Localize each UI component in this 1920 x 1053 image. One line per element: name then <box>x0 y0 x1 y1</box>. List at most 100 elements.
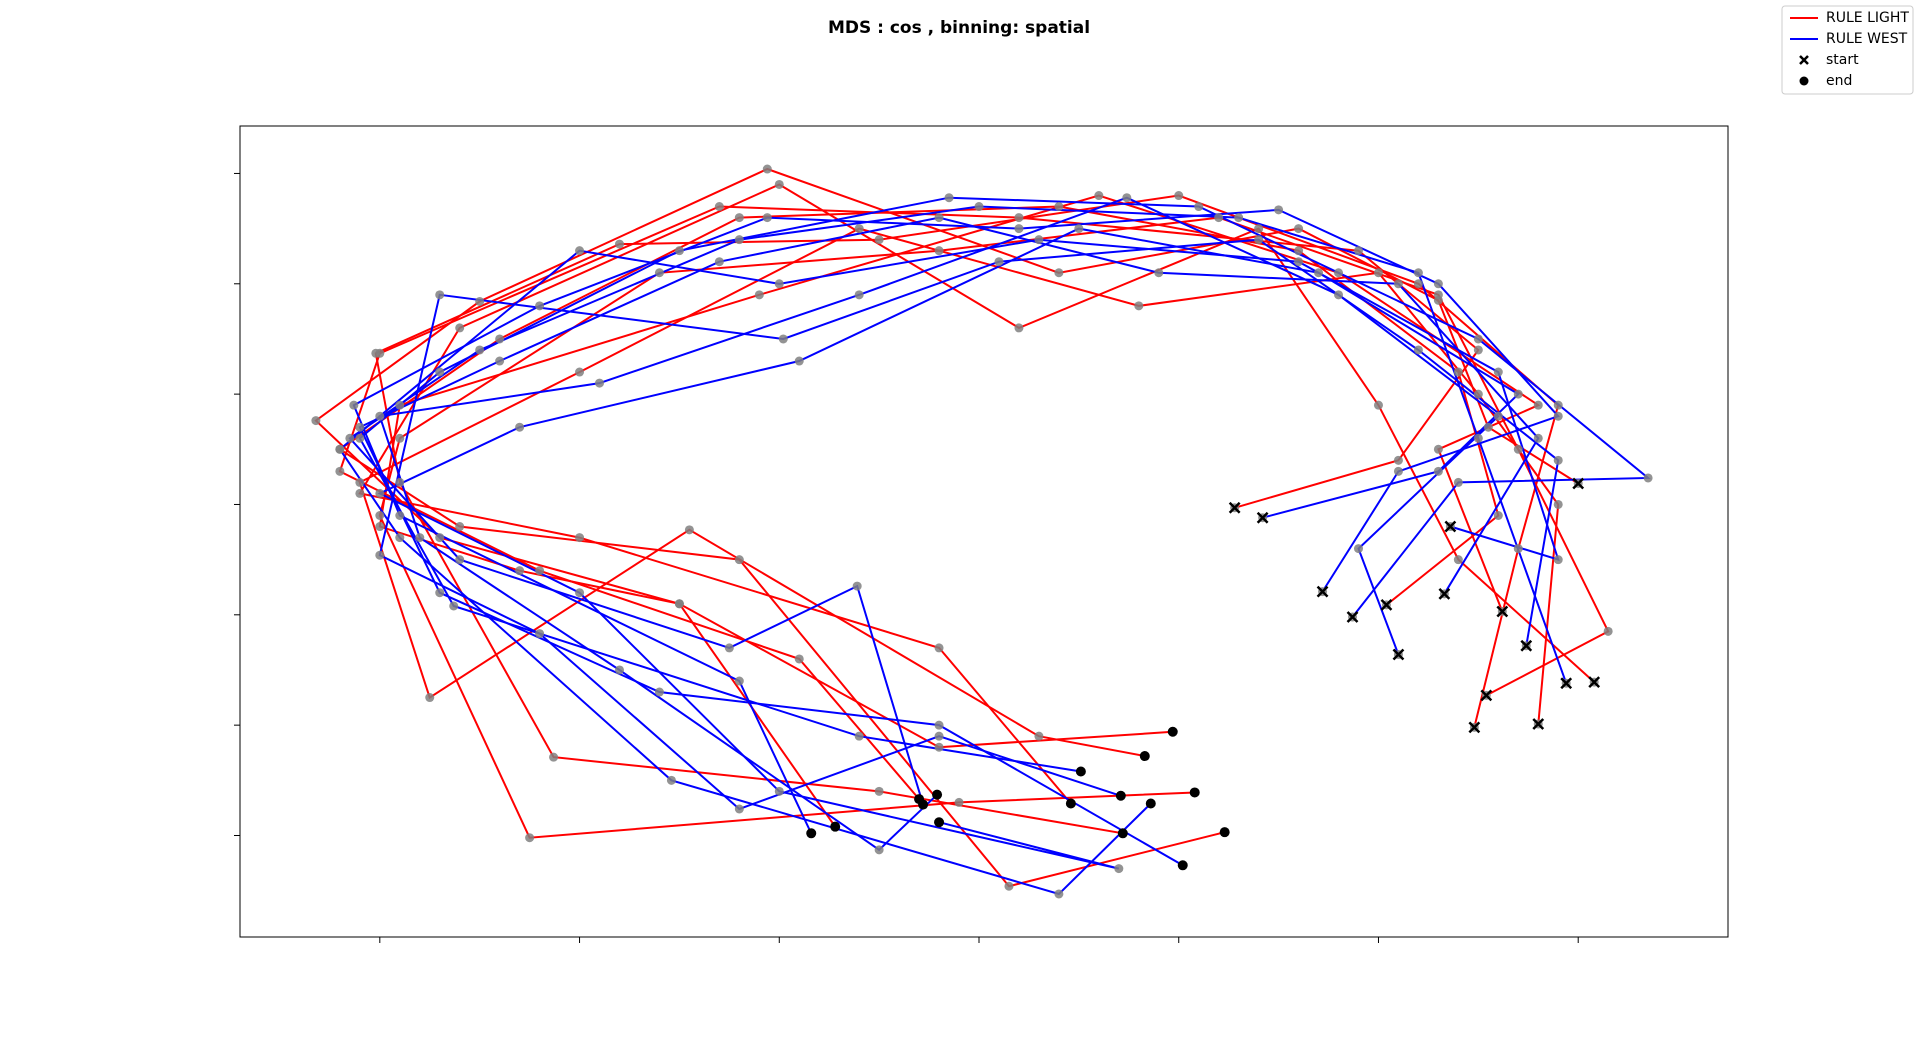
end-marker <box>806 828 817 839</box>
point <box>1014 323 1024 333</box>
point <box>734 676 744 686</box>
point <box>1034 731 1044 741</box>
start-cross <box>1496 605 1509 618</box>
start-cross <box>1438 587 1451 600</box>
point <box>1473 334 1483 344</box>
point <box>1513 389 1523 399</box>
end-marker <box>934 817 945 828</box>
trajectory-line <box>338 205 1480 800</box>
point <box>595 378 605 388</box>
point <box>1054 202 1064 212</box>
point <box>774 279 784 289</box>
point <box>425 693 435 703</box>
point <box>1274 205 1284 215</box>
point <box>854 731 864 741</box>
point <box>944 193 954 203</box>
start-marker <box>1256 511 1269 524</box>
point <box>974 202 984 212</box>
point <box>1314 268 1324 278</box>
end-marker <box>1189 787 1200 798</box>
point <box>1553 400 1563 410</box>
point <box>714 202 724 212</box>
start-marker <box>1438 587 1451 600</box>
point <box>734 804 744 814</box>
point <box>1334 290 1344 300</box>
point <box>724 643 734 653</box>
point <box>1553 455 1563 465</box>
point <box>1054 889 1064 899</box>
point <box>934 213 944 223</box>
point <box>311 416 321 426</box>
start-marker <box>1480 689 1493 702</box>
point <box>1473 433 1483 443</box>
start-cross <box>1520 639 1533 652</box>
point <box>575 588 585 598</box>
trajectory-line <box>374 194 1560 835</box>
point <box>435 588 445 598</box>
point <box>455 522 465 532</box>
point <box>1334 268 1344 278</box>
point <box>1074 224 1084 234</box>
point <box>1493 367 1503 377</box>
point <box>1413 268 1423 278</box>
point <box>654 268 664 278</box>
point <box>375 550 385 560</box>
point <box>1154 268 1164 278</box>
point <box>1433 290 1443 300</box>
point <box>994 257 1004 267</box>
point <box>794 356 804 366</box>
start-marker <box>1380 598 1393 611</box>
point <box>1034 235 1044 245</box>
point <box>435 367 445 377</box>
end-marker <box>918 799 929 810</box>
point <box>375 488 385 498</box>
point <box>475 345 485 355</box>
point <box>355 433 365 443</box>
start-cross <box>1316 585 1329 598</box>
point <box>395 400 405 410</box>
point <box>1373 268 1383 278</box>
point <box>1393 466 1403 476</box>
point <box>1533 433 1543 443</box>
point <box>1353 246 1363 256</box>
point <box>375 411 385 421</box>
point <box>934 731 944 741</box>
end-marker <box>1219 827 1230 838</box>
point <box>734 555 744 565</box>
point <box>1553 499 1563 509</box>
point <box>355 488 365 498</box>
start-marker <box>1560 677 1573 690</box>
start-cross <box>1444 520 1457 533</box>
point <box>1114 864 1124 874</box>
point <box>395 433 405 443</box>
point <box>415 533 425 543</box>
start-cross <box>1228 501 1241 514</box>
point <box>614 239 624 249</box>
point <box>525 833 535 843</box>
point <box>954 797 964 807</box>
point <box>734 213 744 223</box>
point <box>1553 555 1563 565</box>
point <box>375 511 385 521</box>
point <box>1473 345 1483 355</box>
end-marker <box>1065 798 1076 809</box>
point <box>455 323 465 333</box>
point <box>1134 301 1144 311</box>
point <box>1483 422 1493 432</box>
point <box>1433 444 1443 454</box>
end-marker <box>1117 828 1128 839</box>
point <box>475 296 485 306</box>
start-marker <box>1392 648 1405 661</box>
point <box>535 629 545 639</box>
point <box>355 422 365 432</box>
start-cross <box>1588 676 1601 688</box>
point <box>455 555 465 565</box>
point <box>778 334 788 344</box>
point <box>1014 213 1024 223</box>
start-marker <box>1468 721 1481 734</box>
point <box>395 511 405 521</box>
start-marker <box>1572 477 1585 490</box>
point <box>874 786 884 796</box>
end-marker <box>1075 766 1086 777</box>
